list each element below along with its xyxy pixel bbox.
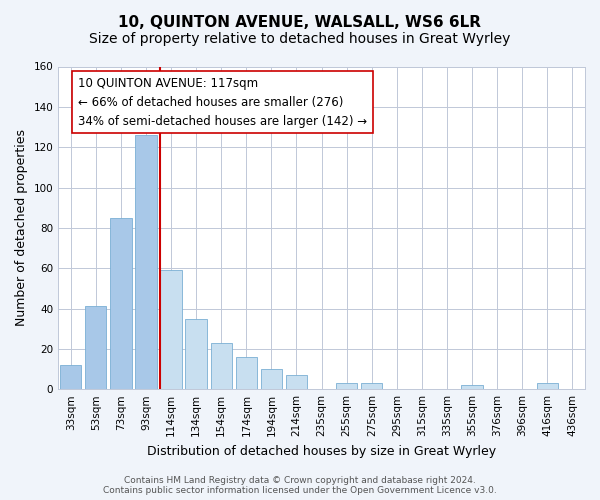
Bar xyxy=(286,375,307,389)
Text: 10 QUINTON AVENUE: 117sqm
← 66% of detached houses are smaller (276)
34% of semi: 10 QUINTON AVENUE: 117sqm ← 66% of detac… xyxy=(78,76,367,128)
Y-axis label: Number of detached properties: Number of detached properties xyxy=(15,130,28,326)
Bar xyxy=(185,318,207,389)
Bar xyxy=(60,365,82,389)
Bar xyxy=(236,357,257,389)
Text: Contains HM Land Registry data © Crown copyright and database right 2024.
Contai: Contains HM Land Registry data © Crown c… xyxy=(103,476,497,495)
Bar xyxy=(261,369,282,389)
Bar xyxy=(136,135,157,389)
Bar xyxy=(537,383,558,389)
Bar xyxy=(160,270,182,389)
Text: 10, QUINTON AVENUE, WALSALL, WS6 6LR: 10, QUINTON AVENUE, WALSALL, WS6 6LR xyxy=(119,15,482,30)
Bar xyxy=(85,306,106,389)
X-axis label: Distribution of detached houses by size in Great Wyrley: Distribution of detached houses by size … xyxy=(147,444,496,458)
Bar xyxy=(110,218,131,389)
Bar xyxy=(336,383,358,389)
Text: Size of property relative to detached houses in Great Wyrley: Size of property relative to detached ho… xyxy=(89,32,511,46)
Bar xyxy=(211,343,232,389)
Bar xyxy=(461,385,483,389)
Bar xyxy=(361,383,382,389)
